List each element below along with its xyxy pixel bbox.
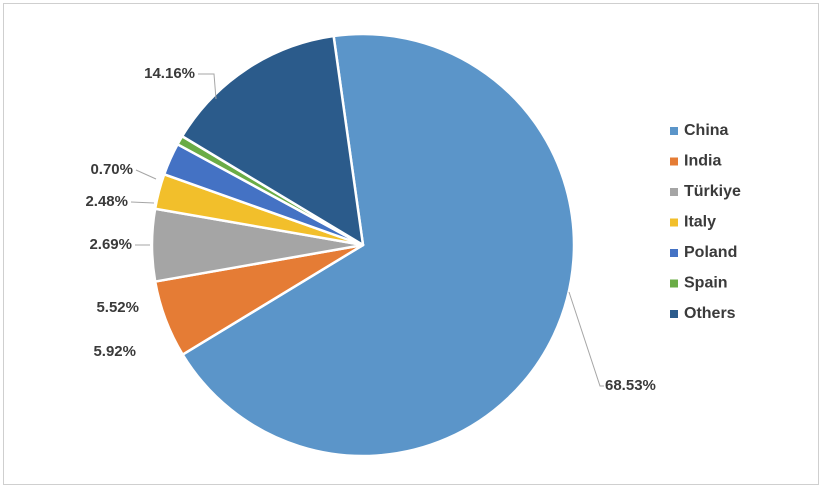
legend-label-others: Others <box>684 305 736 322</box>
legend: China India Türkiye Italy Poland Spain Others <box>670 122 741 322</box>
pie-slices <box>150 32 576 458</box>
leader-line-others <box>198 73 217 100</box>
leader-line-spain <box>135 169 157 180</box>
data-label-india: 5.92% <box>93 343 136 360</box>
data-label-poland: 2.48% <box>85 193 128 210</box>
legend-label-turkiye: Türkiye <box>684 183 741 200</box>
legend-swatch-china <box>670 127 678 135</box>
leader-line-poland <box>130 201 155 204</box>
chart-frame: 68.53% 5.92% 5.52% 2.69% 2.48% 0.70% 14.16% Ch… <box>3 3 819 485</box>
data-label-china: 68.53% <box>605 377 656 394</box>
data-label-others: 14.16% <box>144 65 195 82</box>
data-label-turkiye: 5.52% <box>96 299 139 316</box>
legend-label-spain: Spain <box>684 275 728 292</box>
legend-label-china: China <box>684 122 729 139</box>
pie-slice-others <box>180 34 365 247</box>
pie-chart: 68.53% 5.92% 5.52% 2.69% 2.48% 0.70% 14.16% Ch… <box>85 32 741 458</box>
leader-line-china <box>568 291 604 387</box>
data-label-spain: 0.70% <box>90 161 133 178</box>
data-label-italy: 2.69% <box>89 236 132 253</box>
pie-slice-china <box>181 32 576 458</box>
legend-swatch-spain <box>670 279 678 288</box>
legend-swatch-others <box>670 310 678 318</box>
legend-label-india: India <box>684 153 721 170</box>
legend-swatch-india <box>670 157 678 166</box>
leader-lines <box>130 73 604 387</box>
legend-swatch-poland <box>670 249 678 257</box>
legend-swatch-turkiye <box>670 188 678 196</box>
legend-label-italy: Italy <box>684 214 716 231</box>
data-labels: 68.53% 5.92% 5.52% 2.69% 2.48% 0.70% 14.16% <box>85 65 655 394</box>
legend-label-poland: Poland <box>684 244 737 261</box>
legend-swatch-italy <box>670 218 678 227</box>
